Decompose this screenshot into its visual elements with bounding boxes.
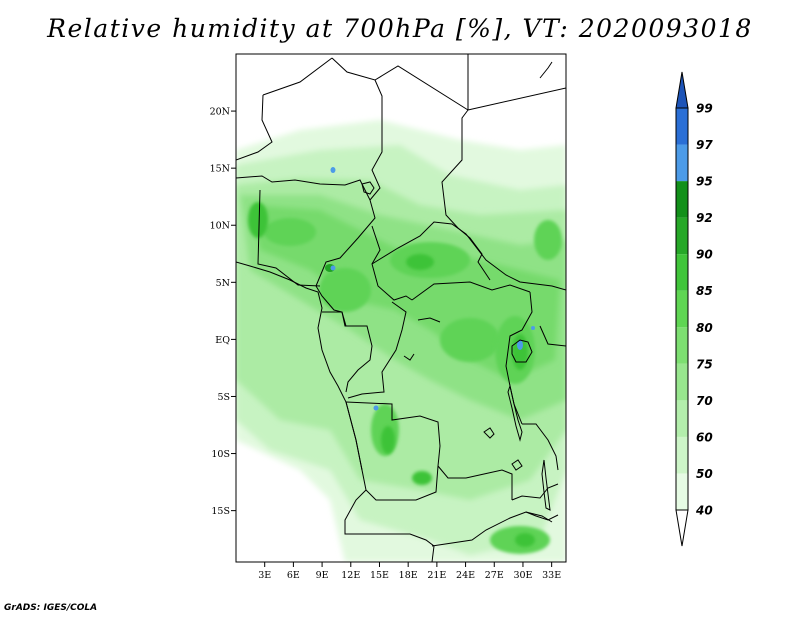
lat-tick-label: EQ [215,335,230,346]
rh-95-spot [330,265,336,271]
colorbar-label: 90 [696,248,713,262]
colorbar-segment [676,400,688,437]
grads-credit: GrADS: IGES/COLA [4,603,98,613]
lon-tick-label: 3E [258,570,271,581]
lake-chad [361,181,375,195]
lon-tick-label: 33E [542,570,561,581]
lon-tick-label: 30E [513,570,532,581]
rh-85-patch [515,533,535,547]
axis-ticks: 20N 15N 10N 5N EQ 5S 10S 15S 3E 6E 9E 12E 15E 18E 21E 2… [210,107,562,581]
colorbar-segment [676,363,688,401]
coastline [236,261,363,471]
rh-80-patch [264,218,316,246]
colorbar-label: 70 [696,394,713,408]
coastlines-lakes [236,61,553,511]
lake-malawi [541,459,551,511]
river [403,353,415,361]
colorbar-segment [676,254,688,291]
lake-tanganyika [507,384,523,442]
colorbar-segment [676,290,688,328]
colorbar-label: 92 [696,211,713,225]
lon-tick-label: 24E [456,570,475,581]
country-borders [236,54,566,562]
colorbar-label: 80 [696,321,713,335]
colorbar-below-arrow [675,509,689,547]
colorbar-segment [676,436,688,474]
colorbar-segment [676,327,688,364]
colorbar-label: 97 [696,138,713,152]
colorbar-label: 75 [696,357,713,371]
lake-victoria [511,339,533,363]
colorbar-label: 95 [696,175,713,189]
colorbar-label: 50 [696,467,713,481]
colorbar-label: 40 [695,504,713,518]
lon-tick-label: 6E [287,570,300,581]
lake-mweru [483,427,495,439]
rh-95-spot [531,326,535,330]
lon-tick-label: 15E [370,570,389,581]
rh-80-patch [534,220,562,260]
colorbar-segment [676,473,688,510]
lat-tick-label: 5S [217,392,230,403]
colorbar-label: 85 [696,284,713,298]
rh-85-patch [248,202,268,238]
colorbar-label: 99 [696,102,713,116]
rh-85-patch [412,471,432,485]
rh-85-patch [381,426,395,454]
lon-tick-label: 21E [427,570,446,581]
colorbar-label: 60 [696,430,713,444]
map-title: Relative humidity at 700hPa [%], VT: 202… [47,14,753,43]
lake-kariba [511,459,523,471]
lon-tick-label: 27E [485,570,504,581]
lat-tick-label: 20N [210,107,230,118]
lat-tick-label: 5N [216,278,230,289]
lat-tick-label: 10S [211,449,230,460]
red-sea [539,61,553,79]
colorbar-segment [676,181,688,218]
colorbar-segment [676,144,688,182]
rh-80-patch [440,318,500,362]
lat-tick-label: 10N [210,221,230,232]
colorbar: 40 50 60 70 75 80 85 90 92 95 97 99 [675,71,713,547]
colorbar-segment [676,108,688,145]
lon-tick-label: 9E [316,570,329,581]
map-frame [235,53,567,563]
rh-85-patch [512,334,528,370]
lon-tick-label: 18E [399,570,418,581]
colorbar-frame [675,107,689,511]
colorbar-above-arrow [675,71,689,109]
rh-85-patch [406,254,434,270]
river [417,317,441,323]
rh-95-spot [373,405,379,411]
lon-tick-label: 12E [341,570,360,581]
colorbar-segment [676,217,688,255]
rh-80-patch [319,268,371,312]
rh-95-spot [517,340,523,350]
lat-tick-label: 15S [211,506,230,517]
lat-tick-label: 15N [210,164,230,175]
rh-95-spot [330,167,336,173]
